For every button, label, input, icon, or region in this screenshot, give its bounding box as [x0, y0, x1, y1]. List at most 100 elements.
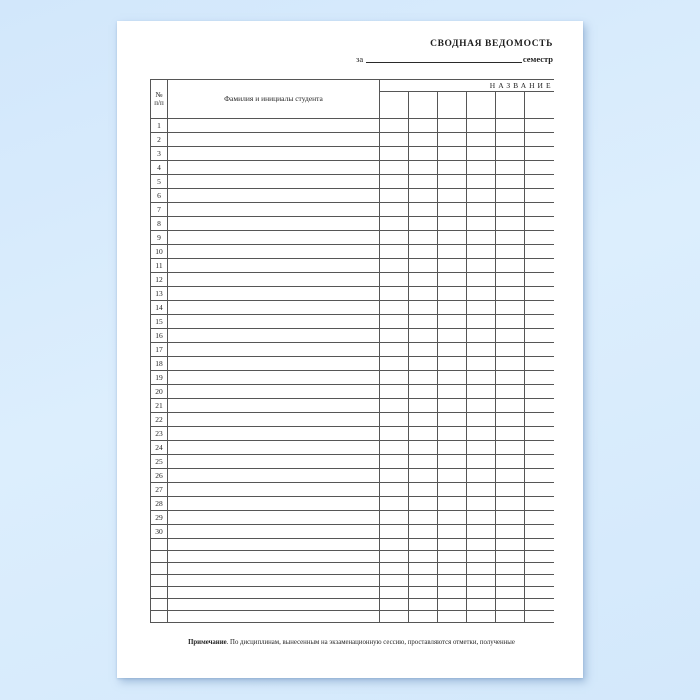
grade-cell: [466, 202, 496, 217]
grade-cell: [408, 562, 438, 575]
grade-cell: [495, 314, 525, 329]
table-row: 10: [150, 244, 554, 259]
student-name-cell: [167, 328, 380, 343]
grade-cell: [408, 202, 438, 217]
row-number-cell: 24: [150, 440, 168, 455]
grade-cell: [408, 454, 438, 469]
grade-cell: [495, 384, 525, 399]
grade-cell: [495, 174, 525, 189]
row-number-cell: 3: [150, 146, 168, 161]
grade-cell: [437, 342, 467, 357]
grade-cell: [466, 562, 496, 575]
row-number-cell: [150, 610, 168, 623]
student-name-cell: [167, 314, 380, 329]
grade-cell: [466, 230, 496, 245]
grade-cell: [379, 202, 409, 217]
grid-body: № п/п Фамилия и инициалы студента НАЗВАН…: [150, 79, 554, 623]
grade-cell: [495, 202, 525, 217]
grade-cell: [466, 440, 496, 455]
grade-cell: [495, 586, 525, 599]
grade-cell: [437, 496, 467, 511]
grade-cell: [495, 300, 525, 315]
grade-cell: [524, 384, 554, 399]
student-name-cell: [167, 230, 380, 245]
grade-cell: [408, 314, 438, 329]
grade-cell: [524, 586, 554, 599]
grade-cell: [379, 610, 409, 623]
grade-cell: [408, 538, 438, 551]
grade-cell: [524, 370, 554, 385]
grade-cell: [495, 574, 525, 587]
grade-cell: [379, 598, 409, 611]
grade-cell: [437, 244, 467, 259]
student-name-cell: [167, 272, 380, 287]
grade-cell: [495, 230, 525, 245]
grade-cell: [437, 538, 467, 551]
grade-cell: [437, 370, 467, 385]
grade-cell: [524, 550, 554, 563]
grade-cell: [408, 586, 438, 599]
grade-cell: [524, 454, 554, 469]
grade-cell: [437, 524, 467, 539]
table-row: 20: [150, 384, 554, 399]
table-row: 27: [150, 482, 554, 497]
student-name-cell: [167, 412, 380, 427]
grade-cell: [408, 524, 438, 539]
row-number-cell: 27: [150, 482, 168, 497]
grade-cell: [408, 118, 438, 133]
student-name-cell: [167, 468, 380, 483]
table-row: 14: [150, 300, 554, 315]
student-name-cell: [167, 202, 380, 217]
grade-cell: [466, 482, 496, 497]
row-number-cell: 1: [150, 118, 168, 133]
student-name-cell: [167, 370, 380, 385]
grade-cell: [379, 468, 409, 483]
grade-cell: [524, 562, 554, 575]
grade-cell: [437, 454, 467, 469]
footnote-label: Примечание: [188, 639, 227, 646]
grade-cell: [437, 426, 467, 441]
grade-cell: [437, 202, 467, 217]
semester-suffix-label: семестр: [522, 54, 553, 64]
grade-cell: [379, 440, 409, 455]
grade-cell: [524, 426, 554, 441]
grade-cell: [437, 550, 467, 563]
grade-cell: [524, 244, 554, 259]
row-number-cell: 19: [150, 370, 168, 385]
grade-cell: [466, 258, 496, 273]
grade-cell: [408, 300, 438, 315]
number-column-header-line2: п/п: [154, 99, 164, 108]
student-name-cell: [167, 146, 380, 161]
grade-cell: [495, 468, 525, 483]
row-number-cell: 20: [150, 384, 168, 399]
grade-cell: [379, 356, 409, 371]
grade-cell: [379, 398, 409, 413]
grade-cell: [408, 258, 438, 273]
grade-cell: [466, 454, 496, 469]
grade-cell: [524, 216, 554, 231]
grade-cell: [437, 314, 467, 329]
subject-name-cell: [437, 91, 467, 119]
grade-cell: [524, 258, 554, 273]
table-row: 8: [150, 216, 554, 231]
grade-cell: [495, 610, 525, 623]
grade-cell: [466, 550, 496, 563]
grade-cell: [379, 118, 409, 133]
grade-cell: [495, 342, 525, 357]
grade-cell: [408, 370, 438, 385]
row-number-cell: 22: [150, 412, 168, 427]
grade-cell: [466, 610, 496, 623]
grade-cell: [524, 598, 554, 611]
student-name-cell: [167, 538, 380, 551]
table-header-row-subjects: [151, 91, 554, 119]
grade-cell: [379, 216, 409, 231]
row-number-cell: 12: [150, 272, 168, 287]
row-number-cell: 29: [150, 510, 168, 525]
grade-cell: [524, 314, 554, 329]
grade-cell: [524, 300, 554, 315]
grade-cell: [524, 538, 554, 551]
grade-cell: [524, 174, 554, 189]
grade-cell: [524, 272, 554, 287]
grade-cell: [437, 586, 467, 599]
table-row: 25: [150, 454, 554, 469]
